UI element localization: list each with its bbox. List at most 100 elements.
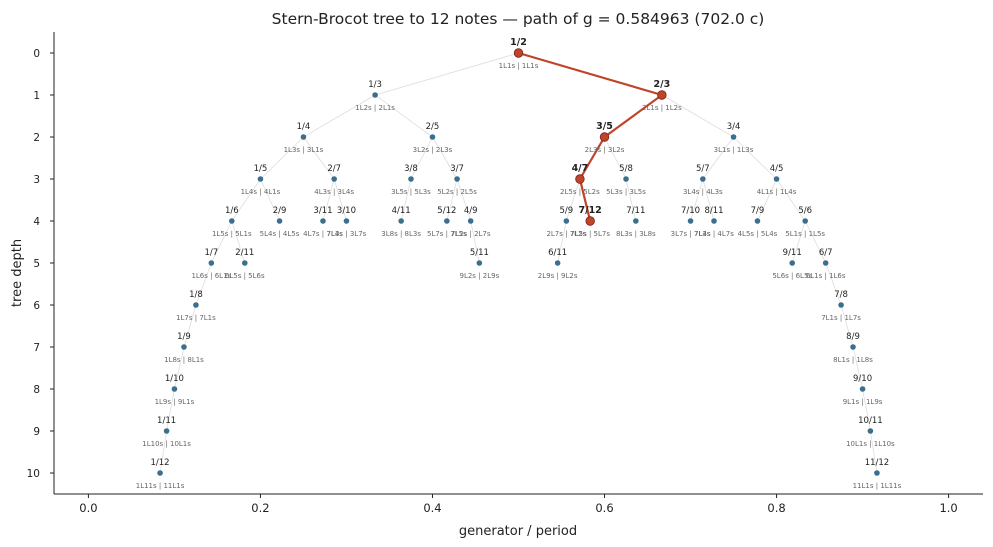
node-mos-label: 7L2s | 2L7s (451, 230, 491, 238)
tree-node: 7/11 8L3s | 3L8s (616, 206, 656, 238)
node-mos-label: 2L9s | 9L2s (538, 272, 578, 280)
tree-node: 3/7 5L2s | 2L5s (437, 164, 477, 196)
node-marker (850, 344, 856, 350)
tree-node: 5/8 5L3s | 3L5s (606, 164, 646, 196)
node-mos-label: 8L1s | 1L8s (833, 356, 873, 364)
node-mos-label: 5L2s | 2L5s (437, 188, 477, 196)
tree-edge (804, 220, 827, 264)
node-marker (687, 218, 694, 224)
tree-node: 11/12 11L1s | 1L11s (853, 458, 902, 490)
x-tick-label: 0.4 (423, 501, 441, 515)
node-label: 10/11 (858, 416, 883, 426)
node-label: 9/10 (853, 374, 872, 384)
tree-node: 1/11 1L10s | 10L1s (142, 416, 191, 448)
tree-edge (303, 136, 335, 180)
node-marker (874, 470, 880, 476)
node-marker (467, 218, 474, 224)
tree-node: 5/11 9L2s | 2L9s (460, 248, 500, 280)
node-marker (789, 260, 796, 266)
tree-edge (374, 94, 433, 138)
tree-edge (260, 136, 304, 180)
node-mos-label: 1L9s | 9L1s (155, 398, 195, 406)
path-edge (578, 178, 592, 222)
tree-edge (791, 220, 806, 264)
node-mos-label: 6L1s | 1L6s (806, 272, 846, 280)
tree-node: 2/11 6L5s | 5L6s (225, 248, 265, 280)
path-node-marker (585, 216, 595, 226)
tree-node: 7/9 4L5s | 5L4s (738, 206, 778, 238)
tree-node: 9/10 9L1s | 1L9s (843, 374, 883, 406)
y-tick-label: 6 (33, 300, 40, 312)
node-mos-label: 7L4s | 4L7s (694, 230, 734, 238)
node-mos-label: 4L1s | 1L4s (757, 188, 797, 196)
tree-edge (231, 220, 246, 264)
node-mos-label: 5L7s | 7L5s (427, 230, 467, 238)
x-tick-label: 0.6 (595, 501, 613, 515)
node-mos-label: 1L8s | 8L1s (164, 356, 204, 364)
node-label: 4/5 (770, 164, 784, 174)
node-mos-label: 2L5s | 5L2s (560, 188, 600, 196)
tree-edge (174, 346, 185, 390)
node-marker (700, 176, 706, 182)
node-mos-label: 6L5s | 5L6s (225, 272, 265, 280)
tree-edge (432, 136, 458, 180)
tree-node: 1/8 1L7s | 7L1s (176, 290, 216, 322)
node-label: 5/7 (696, 164, 710, 174)
node-label: 2/11 (235, 248, 254, 258)
axes: 0.0 0.2 0.4 0.6 0.8 1.0 0 1 2 3 4 5 6 7 8 9 10 (27, 32, 983, 515)
node-mos-label: 1L6s | 6L1s (191, 272, 231, 280)
tree-node: 7/8 7L1s | 1L7s (821, 290, 861, 322)
node-mos-label: 8L3s | 3L8s (616, 230, 656, 238)
y-tick-label: 2 (33, 132, 40, 144)
y-tick-label: 4 (33, 216, 40, 228)
node-mos-label: 2L1s | 1L2s (642, 104, 682, 112)
node-marker (730, 134, 737, 140)
node-label: 7/10 (681, 206, 700, 216)
node-marker (867, 428, 874, 434)
tree-edge (400, 178, 412, 222)
tree-edge (456, 178, 472, 222)
tree-edge (322, 178, 335, 222)
node-marker (208, 260, 215, 266)
node-mos-label: 1L5s | 5L1s (212, 230, 252, 238)
node-marker (623, 176, 629, 182)
node-label: 1/5 (254, 164, 268, 174)
node-label: 4/9 (464, 206, 478, 216)
node-mos-label: 7L3s | 3L7s (327, 230, 367, 238)
chart-title: Stern-Brocot tree to 12 notes — path of … (272, 10, 765, 28)
node-label: 3/8 (404, 164, 418, 174)
tree-node: 4/5 4L1s | 1L4s (757, 164, 797, 196)
tree-node: 1/7 1L6s | 6L1s (191, 248, 231, 280)
tree-edge (870, 430, 878, 474)
tree-node: 1/2 1L1s | 1L1s (499, 37, 539, 70)
tree-edge (733, 136, 777, 180)
node-marker (229, 218, 235, 224)
node-label: 2/5 (426, 122, 440, 132)
path-edge (603, 94, 663, 138)
tree-edge (303, 94, 376, 138)
node-label: 1/11 (157, 416, 176, 426)
path-node-marker (657, 90, 667, 100)
tree-edge (776, 178, 806, 222)
tree-edge (470, 220, 480, 264)
node-marker (444, 218, 450, 224)
tree-edge (557, 220, 567, 264)
node-marker (633, 218, 639, 224)
node-label: 2/3 (654, 79, 671, 90)
tree-node: 3/4 3L1s | 1L3s (714, 122, 754, 154)
tree-node: 1/9 1L8s | 8L1s (164, 332, 204, 364)
tree-node: 4/11 3L8s | 8L3s (381, 206, 421, 238)
tree-nodes: 1/2 1L1s | 1L1s 1/3 1L2s | 2L1s 2/3 2L1s | 1L… (136, 37, 902, 490)
node-mos-label: 4L3s | 3L4s (314, 188, 354, 196)
node-label: 1/2 (510, 37, 527, 48)
tree-node: 2/3 2L1s | 1L2s (642, 79, 682, 112)
tree-node: 6/7 6L1s | 1L6s (806, 248, 846, 280)
tree-node: 4/9 7L2s | 2L7s (451, 206, 491, 238)
tree-node: 3/11 4L7s | 7L4s (303, 206, 343, 238)
node-mos-label: 3L5s | 5L3s (391, 188, 431, 196)
node-marker (711, 218, 717, 224)
node-label: 5/8 (619, 164, 633, 174)
node-marker (171, 386, 178, 392)
node-marker (300, 134, 307, 140)
node-mos-label: 4L7s | 7L4s (303, 230, 343, 238)
